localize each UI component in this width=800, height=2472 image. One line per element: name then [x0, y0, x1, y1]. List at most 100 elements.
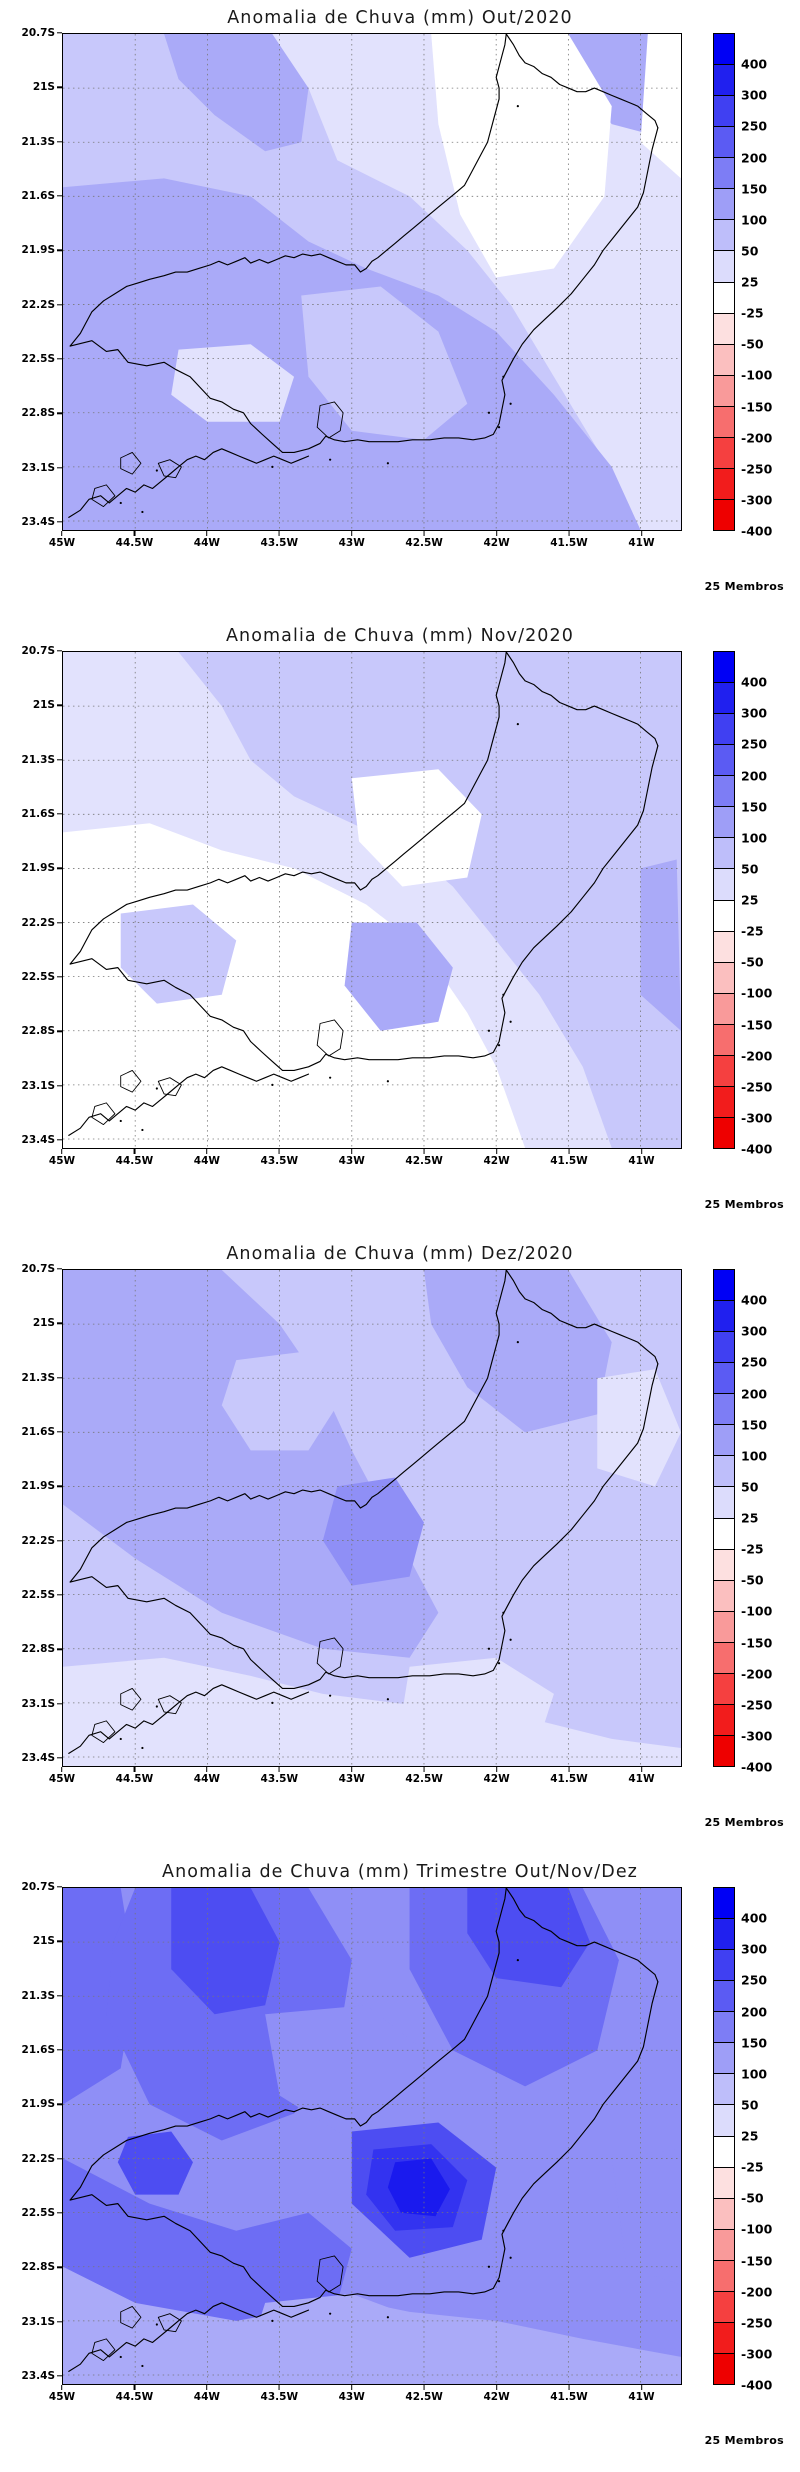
colorbar-swatch	[714, 1919, 734, 1951]
island-dot	[271, 465, 274, 468]
ensemble-members-note: 25 Membros	[704, 2434, 784, 2447]
island-dot	[487, 1029, 491, 1032]
contour-band	[117, 2131, 193, 2195]
colorbar-swatch	[714, 65, 734, 97]
colorbar-swatch	[714, 1055, 734, 1087]
x-axis-tick-label: 41.5W	[550, 1767, 588, 1785]
island-dot	[155, 1087, 158, 1090]
island-dot	[386, 462, 389, 465]
colorbar-swatch	[714, 1981, 734, 2013]
contour-band	[322, 1477, 424, 1586]
island-outline	[157, 2313, 182, 2333]
y-axis-tick-label: 22.5S	[22, 971, 62, 983]
colorbar-swatch	[714, 1888, 734, 1920]
y-axis-tick-label: 23.4S	[22, 1134, 62, 1146]
island-dot	[509, 2256, 512, 2259]
colorbar-swatch	[714, 2322, 734, 2354]
state-inland-border	[69, 652, 507, 965]
colorbar-swatch	[714, 2229, 734, 2261]
contour-band	[611, 2149, 681, 2285]
colorbar-tick-label: 300	[741, 1323, 768, 1339]
contour-band	[423, 1270, 612, 1433]
island-dot	[119, 1737, 122, 1741]
colorbar-swatch	[714, 683, 734, 715]
island-outline	[91, 484, 116, 508]
y-axis-tick-label: 21.9S	[22, 862, 62, 874]
colorbar-swatch	[714, 1270, 734, 1302]
colorbar-tick-label: -25	[741, 305, 764, 321]
y-axis-tick-label: 22.8S	[22, 407, 62, 419]
colorbar-tick-label: -200	[741, 1048, 773, 1064]
y-axis-tick-label: 21.3S	[22, 1990, 62, 2002]
x-axis-tick-label: 41.5W	[550, 531, 588, 549]
south-coastline	[68, 1066, 310, 1136]
colorbar-legend: 400 300 250 200 150 100 50 25 -25 -50 -100 -150 -200…	[713, 33, 797, 539]
contour-fill-group	[63, 34, 681, 530]
colorbar-tick-label: -25	[741, 923, 764, 939]
colorbar-tick-label: 250	[741, 736, 768, 752]
y-axis-tick-label: 21S	[33, 1935, 62, 1947]
island-dot	[487, 411, 491, 414]
colorbar-tick-label: -400	[741, 2377, 773, 2393]
island-outline	[91, 2338, 116, 2362]
colorbar-tick-label: 300	[741, 1941, 768, 1957]
contour-band	[640, 859, 681, 1031]
colorbar-swatch	[714, 993, 734, 1025]
colorbar-swatch	[714, 2074, 734, 2106]
map-gridlines	[63, 34, 681, 530]
contour-fill-group	[63, 1270, 681, 1766]
colorbar-swatch	[714, 2198, 734, 2230]
colorbar-tick-label: 100	[741, 2066, 768, 2082]
map-canvas	[62, 651, 682, 1149]
y-axis-tick-label: 21.9S	[22, 1480, 62, 1492]
colorbar-tick-label: -200	[741, 2284, 773, 2300]
island-dot	[271, 1701, 274, 1704]
colorbar-swatch	[714, 714, 734, 746]
y-axis-tick-label: 22.5S	[22, 2207, 62, 2219]
map-gridlines	[63, 652, 681, 1148]
colorbar-tick-label: 200	[741, 150, 768, 165]
colorbar-tick-label: 150	[741, 2035, 768, 2051]
island-outline	[316, 1637, 344, 1675]
contour-band	[301, 286, 468, 440]
colorbar-tick-label: -250	[741, 1079, 773, 1095]
colorbar-legend: 400 300 250 200 150 100 50 25 -25 -50 -100 -150 -200…	[713, 651, 797, 1157]
x-axis-tick-label: 44.5W	[116, 531, 154, 549]
island-dot	[497, 2280, 501, 2283]
colorbar-tick-label: -50	[741, 336, 764, 352]
island-dot	[329, 2312, 332, 2315]
island-outline	[316, 2255, 344, 2293]
x-axis-tick-label: 43W	[339, 2385, 365, 2403]
island-dot	[386, 2316, 389, 2319]
x-axis-tick-label: 42W	[483, 2385, 509, 2403]
x-axis-tick-label: 43.5W	[261, 2385, 299, 2403]
map-plot-area: 20.7S 21S 21.3S 21.6S 21.9S 22.2S 22.5S 22.8S 23…	[22, 1263, 682, 1785]
island-outline	[316, 1019, 344, 1057]
island-dot	[509, 1020, 512, 1023]
contour-band	[351, 769, 482, 887]
colorbar-tick-label: 250	[741, 1354, 768, 1370]
y-axis-tick-label: 23.4S	[22, 2370, 62, 2382]
colorbar-tick-label: -250	[741, 1697, 773, 1713]
state-outline	[69, 745, 659, 1071]
x-axis-tick-label: 41W	[628, 1149, 654, 1167]
island-dot	[329, 1076, 332, 1079]
island-outline	[91, 1720, 116, 1744]
colorbar-swatch	[714, 1950, 734, 1982]
colorbar-swatch	[714, 34, 734, 66]
y-axis-tick-label: 22.5S	[22, 353, 62, 365]
y-axis-tick-label: 22.8S	[22, 1025, 62, 1037]
colorbar-swatch	[714, 1487, 734, 1519]
coastline-group	[68, 34, 659, 518]
island-dot	[141, 2364, 144, 2368]
x-axis-tick-label: 44.5W	[116, 1767, 154, 1785]
colorbar-swatch	[714, 158, 734, 190]
x-axis-tick-label: 43W	[339, 1767, 365, 1785]
island-dot	[509, 402, 512, 405]
colorbar-tick-label: 250	[741, 118, 768, 134]
island-dot	[329, 1694, 332, 1697]
map-panel: Anomalia de Chuva (mm) Dez/2020 20.7S 21S 2…	[0, 1236, 800, 1854]
x-axis-tick-label: 43.5W	[261, 1767, 299, 1785]
colorbar-swatch	[714, 282, 734, 314]
